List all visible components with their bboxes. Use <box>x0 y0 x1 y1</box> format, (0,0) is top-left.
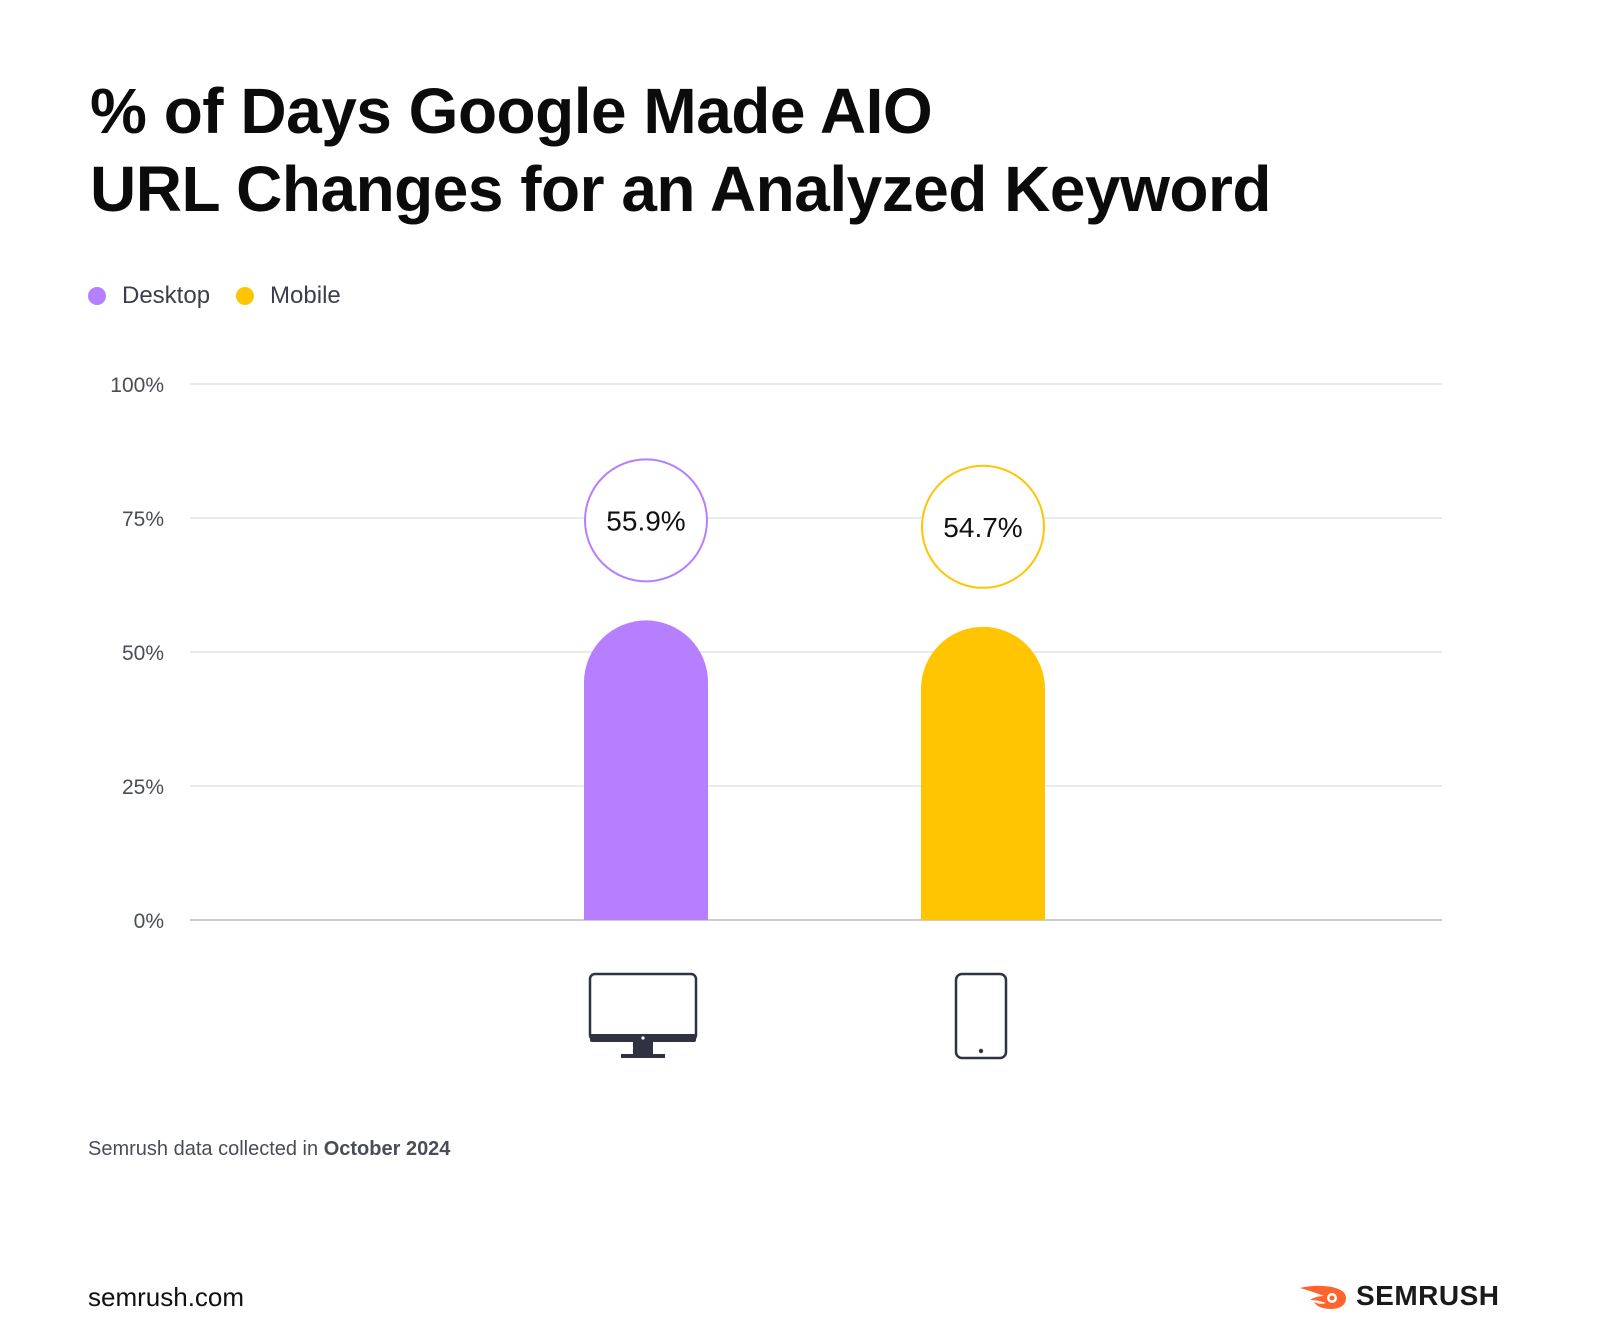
bar-desktop <box>584 620 708 920</box>
site-url: semrush.com <box>88 1282 245 1312</box>
chart-title-line-1: % of Days Google Made AIO <box>90 75 933 147</box>
source-note-date: October 2024 <box>323 1138 451 1160</box>
chart-title: % of Days Google Made AIO URL Changes fo… <box>90 72 1490 228</box>
legend-label-desktop: Desktop <box>122 282 211 309</box>
legend-dot-mobile <box>236 287 255 305</box>
bar-mobile <box>921 626 1045 920</box>
mobile-phone-icon <box>954 972 1008 1060</box>
y-axis-ticks: 0% 25% 50% 75% 100% <box>110 374 164 933</box>
y-tick-label: 25% <box>122 776 164 799</box>
value-label-bubble <box>584 458 708 583</box>
grid-lines <box>190 383 1442 921</box>
semrush-logo: SEMRUSH <box>1298 1280 1500 1312</box>
source-note-prefix: Semrush data collected in <box>88 1138 319 1160</box>
value-label: 55.9% <box>606 505 685 536</box>
bars <box>584 620 1045 920</box>
legend-item-mobile: Mobile <box>236 282 341 310</box>
bar-chart: 0% 25% 50% 75% 100% 55.9% 54.7% <box>110 374 1442 1060</box>
legend-label-mobile: Mobile <box>270 282 341 309</box>
y-tick-label: 100% <box>110 374 164 397</box>
legend-dot-desktop <box>88 287 106 305</box>
data-labels: 55.9% 54.7% <box>584 458 1045 589</box>
y-tick-label: 50% <box>122 642 164 665</box>
y-tick-label: 75% <box>122 508 164 531</box>
source-note: Semrush data collected in October 2024 <box>88 1138 450 1161</box>
value-label-bubble <box>921 464 1045 589</box>
legend: Desktop Mobile <box>88 282 367 310</box>
desktop-monitor-icon <box>588 972 698 1058</box>
legend-item-desktop: Desktop <box>88 282 210 310</box>
semrush-flame-icon <box>1300 1285 1346 1309</box>
chart-title-line-2: URL Changes for an Analyzed Keyword <box>90 153 1271 225</box>
brand-name: SEMRUSH <box>1356 1280 1500 1311</box>
value-label: 54.7% <box>943 512 1022 543</box>
y-tick-label: 0% <box>134 910 164 933</box>
